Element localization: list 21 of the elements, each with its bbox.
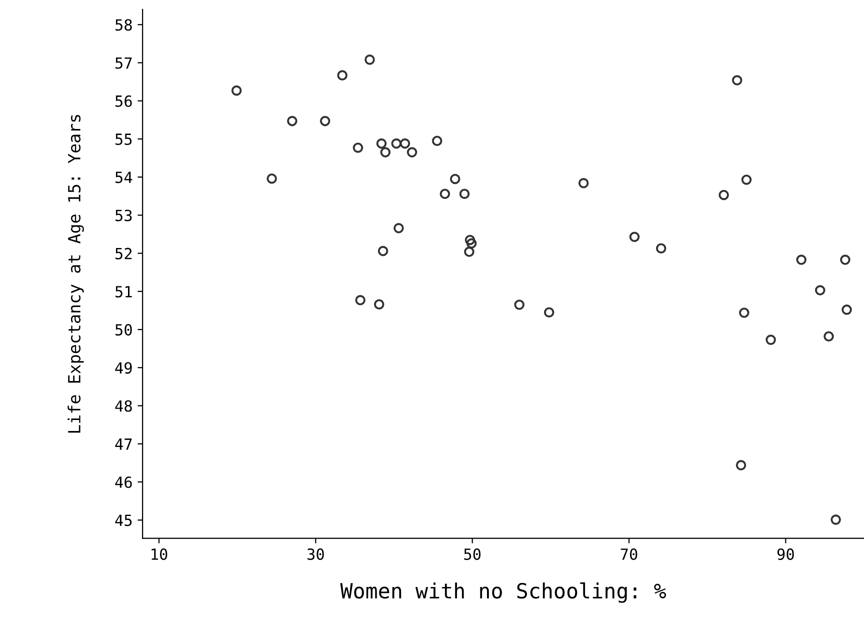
y-tick-label: 57 (116, 57, 132, 69)
y-tick-label: 53 (116, 210, 132, 222)
y-tick-label: 51 (116, 286, 132, 298)
y-tick-label: 48 (115, 400, 132, 412)
x-tick-label: 30 (308, 548, 324, 560)
y-axis-title: Life Expectancy at Age 15: Years (68, 114, 84, 433)
x-tick-label: 50 (464, 548, 481, 560)
y-tick-label: 55 (116, 134, 132, 146)
y-tick-label: 58 (116, 19, 132, 31)
y-tick-label: 46 (115, 476, 132, 488)
y-tick-label: 54 (116, 172, 132, 184)
x-axis-title: Women with no Schooling: % (340, 582, 666, 603)
y-tick-label: 56 (116, 95, 132, 107)
y-tick-label: 45 (115, 514, 132, 526)
y-tick-label: 50 (116, 324, 132, 336)
x-tick-label: 70 (620, 548, 638, 560)
x-tick-label: 90 (777, 548, 794, 560)
y-tick-label: 47 (115, 438, 132, 450)
x-tick-label: 10 (152, 548, 168, 560)
y-tick-label: 52 (116, 248, 132, 260)
y-tick-label: 49 (115, 362, 132, 374)
